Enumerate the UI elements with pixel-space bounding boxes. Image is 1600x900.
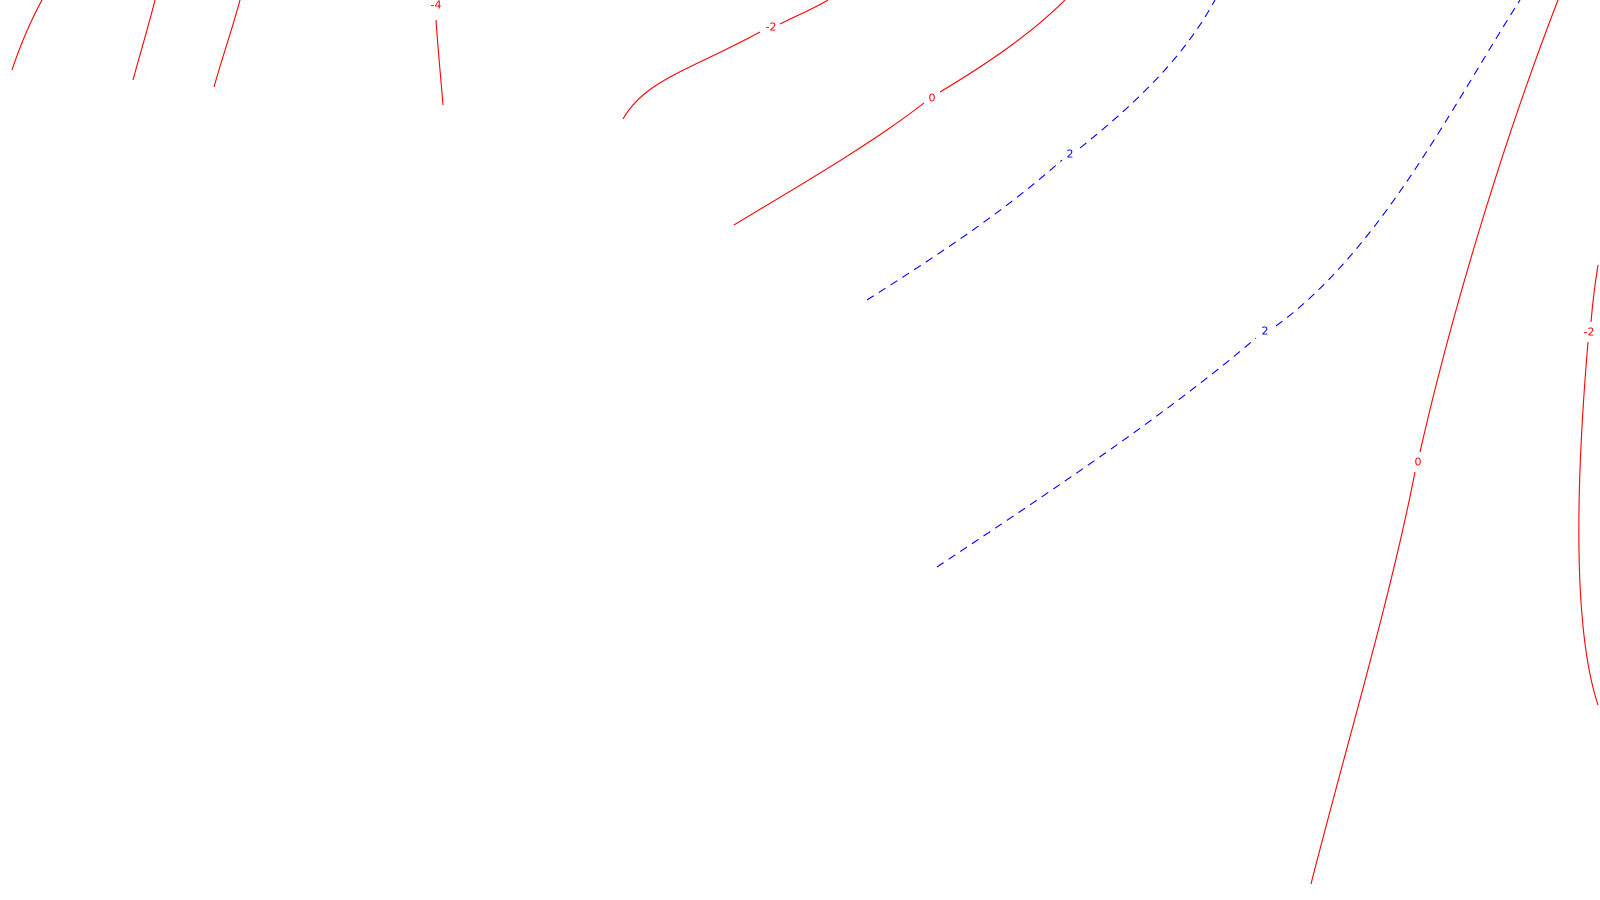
contour-two-lower bbox=[936, 0, 1521, 568]
contour-zero-upper bbox=[733, 0, 1066, 226]
contour-neg4-b bbox=[132, 0, 156, 81]
contour-label-zero-upper-text: 0 bbox=[929, 92, 936, 105]
contour-label-two-lower: 2 bbox=[1262, 325, 1269, 338]
contour-label-two-upper: 2 bbox=[1067, 148, 1074, 161]
contour-label-zero-upper: 0 bbox=[929, 92, 936, 105]
contour-label-neg4: -4 bbox=[428, 0, 444, 12]
contour-label-neg2-right-text: -2 bbox=[1584, 326, 1595, 339]
contour-zero-right bbox=[1310, 0, 1559, 885]
contour-neg4-c bbox=[213, 0, 241, 88]
contour-label-neg2-right: -2 bbox=[1584, 326, 1595, 339]
contour-neg2-right bbox=[1578, 264, 1599, 706]
contour-label-neg4-text: -4 bbox=[431, 0, 442, 12]
contour-label-two-lower-text: 2 bbox=[1262, 325, 1269, 338]
contour-label-two-upper-text: 2 bbox=[1067, 148, 1074, 161]
contour-neg4-d bbox=[435, 19, 444, 106]
contour-label-zero-right: 0 bbox=[1415, 456, 1422, 469]
contour-neg2-top bbox=[622, 0, 829, 120]
contour-label-neg2-top-text: -2 bbox=[766, 21, 777, 34]
contour-two-upper bbox=[866, 0, 1216, 301]
contour-neg4-a bbox=[11, 0, 43, 71]
contour-label-zero-right-text: 0 bbox=[1415, 456, 1422, 469]
contour-label-neg2-top: -2 bbox=[766, 21, 777, 34]
